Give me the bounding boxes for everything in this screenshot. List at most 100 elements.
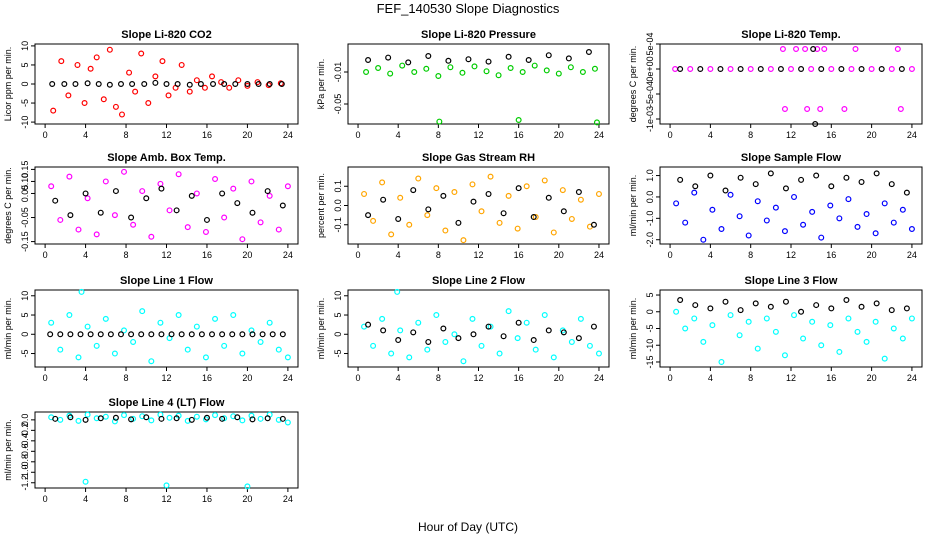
x-tick-label: 16 (514, 130, 524, 140)
data-point (500, 210, 507, 217)
y-tick-label: -5e-04 (645, 81, 655, 107)
plot-frame (347, 166, 610, 245)
x-tick-label: 20 (554, 130, 564, 140)
data-point (550, 229, 557, 236)
data-point (804, 105, 811, 112)
data-point (754, 198, 761, 205)
data-point (525, 56, 532, 63)
x-tick-label: 20 (867, 130, 877, 140)
series-1 (48, 411, 291, 490)
y-tick-label: -1.0 (20, 465, 30, 481)
data-point (809, 318, 816, 325)
data-point (229, 331, 236, 338)
data-point (798, 308, 805, 315)
panel-3: Slope Li-820 Temp. degrees C per min. 0 4 8 1… (628, 29, 923, 140)
data-point (565, 55, 572, 62)
data-point (165, 92, 172, 99)
data-point (248, 178, 255, 185)
data-point (590, 221, 597, 228)
plot-frame (659, 43, 923, 125)
data-point (232, 80, 239, 87)
x-tick-label: 24 (283, 250, 293, 260)
y-axis-label: ml/min per min. (316, 298, 326, 360)
data-point (745, 318, 752, 325)
data-point (212, 412, 219, 419)
data-point (203, 216, 210, 223)
data-point (873, 300, 880, 307)
y-tick-label: -1.2 (20, 475, 30, 491)
data-point (269, 331, 276, 338)
data-point (406, 354, 413, 361)
data-point (821, 45, 828, 52)
y-tick-label: 5e-04 (645, 32, 655, 55)
data-point (692, 183, 699, 190)
series-2 (49, 79, 285, 88)
y-axis-label: percent per min. (316, 173, 326, 238)
data-point (808, 65, 815, 72)
data-point (483, 68, 490, 75)
data-point (380, 196, 387, 203)
data-point (266, 192, 273, 199)
series-2 (52, 185, 286, 223)
data-point (727, 191, 734, 198)
data-point (888, 307, 895, 314)
series-1 (48, 288, 291, 365)
data-point (255, 80, 262, 87)
x-tick-label: 8 (748, 373, 753, 383)
data-point (813, 302, 820, 309)
data-point (772, 328, 779, 335)
data-point (132, 88, 139, 95)
y-tick-label: -10 (645, 339, 655, 352)
data-point (754, 345, 761, 352)
x-tick-label: 20 (242, 373, 252, 383)
x-tick-label: 16 (826, 250, 836, 260)
data-point (677, 65, 684, 72)
data-point (163, 80, 170, 87)
data-point (193, 190, 200, 197)
data-point (284, 183, 291, 190)
data-point (112, 103, 119, 110)
series-1 (672, 45, 915, 112)
data-point (244, 483, 251, 490)
x-tick-label: 12 (161, 130, 171, 140)
panel-1: Slope Li-820 CO2 Licor ppm per min. 0 4 8 12 1… (3, 29, 299, 140)
data-point (66, 173, 73, 180)
data-point (365, 321, 372, 328)
data-point (159, 58, 166, 65)
data-point (436, 118, 443, 125)
data-point (212, 315, 219, 322)
data-point (139, 188, 146, 195)
data-point (888, 65, 895, 72)
data-point (863, 211, 870, 218)
data-point (451, 189, 458, 196)
data-point (230, 185, 237, 192)
y-tick-label: -5 (333, 350, 343, 358)
data-point (722, 187, 729, 194)
y-tick-label: 10 (333, 291, 343, 301)
data-point (495, 72, 502, 79)
data-point (460, 237, 467, 244)
data-point (152, 73, 159, 80)
data-point (266, 80, 273, 87)
data-point (87, 65, 94, 72)
series-2 (365, 48, 592, 66)
data-point (221, 342, 228, 349)
data-point (541, 177, 548, 184)
data-point (841, 105, 848, 112)
data-point (52, 197, 59, 204)
panel-4: Slope Amb. Box Temp. degrees C per min. 0 4… (3, 152, 299, 260)
data-point (440, 325, 447, 332)
data-point (798, 176, 805, 183)
x-tick-label: 8 (124, 130, 129, 140)
data-point (202, 228, 209, 235)
data-point (257, 219, 264, 226)
x-tick-label: 0 (356, 130, 361, 140)
data-point (193, 413, 200, 420)
data-point (560, 208, 567, 215)
data-point (575, 189, 582, 196)
data-point (81, 100, 88, 107)
plot-frame (34, 166, 299, 245)
data-point (234, 414, 241, 421)
data-point (49, 80, 56, 87)
data-point (67, 212, 74, 219)
